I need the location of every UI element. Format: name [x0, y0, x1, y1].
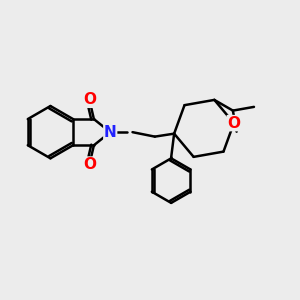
Text: O: O: [83, 157, 96, 172]
Text: O: O: [83, 92, 96, 107]
Text: O: O: [227, 116, 240, 130]
Text: N: N: [104, 125, 117, 140]
